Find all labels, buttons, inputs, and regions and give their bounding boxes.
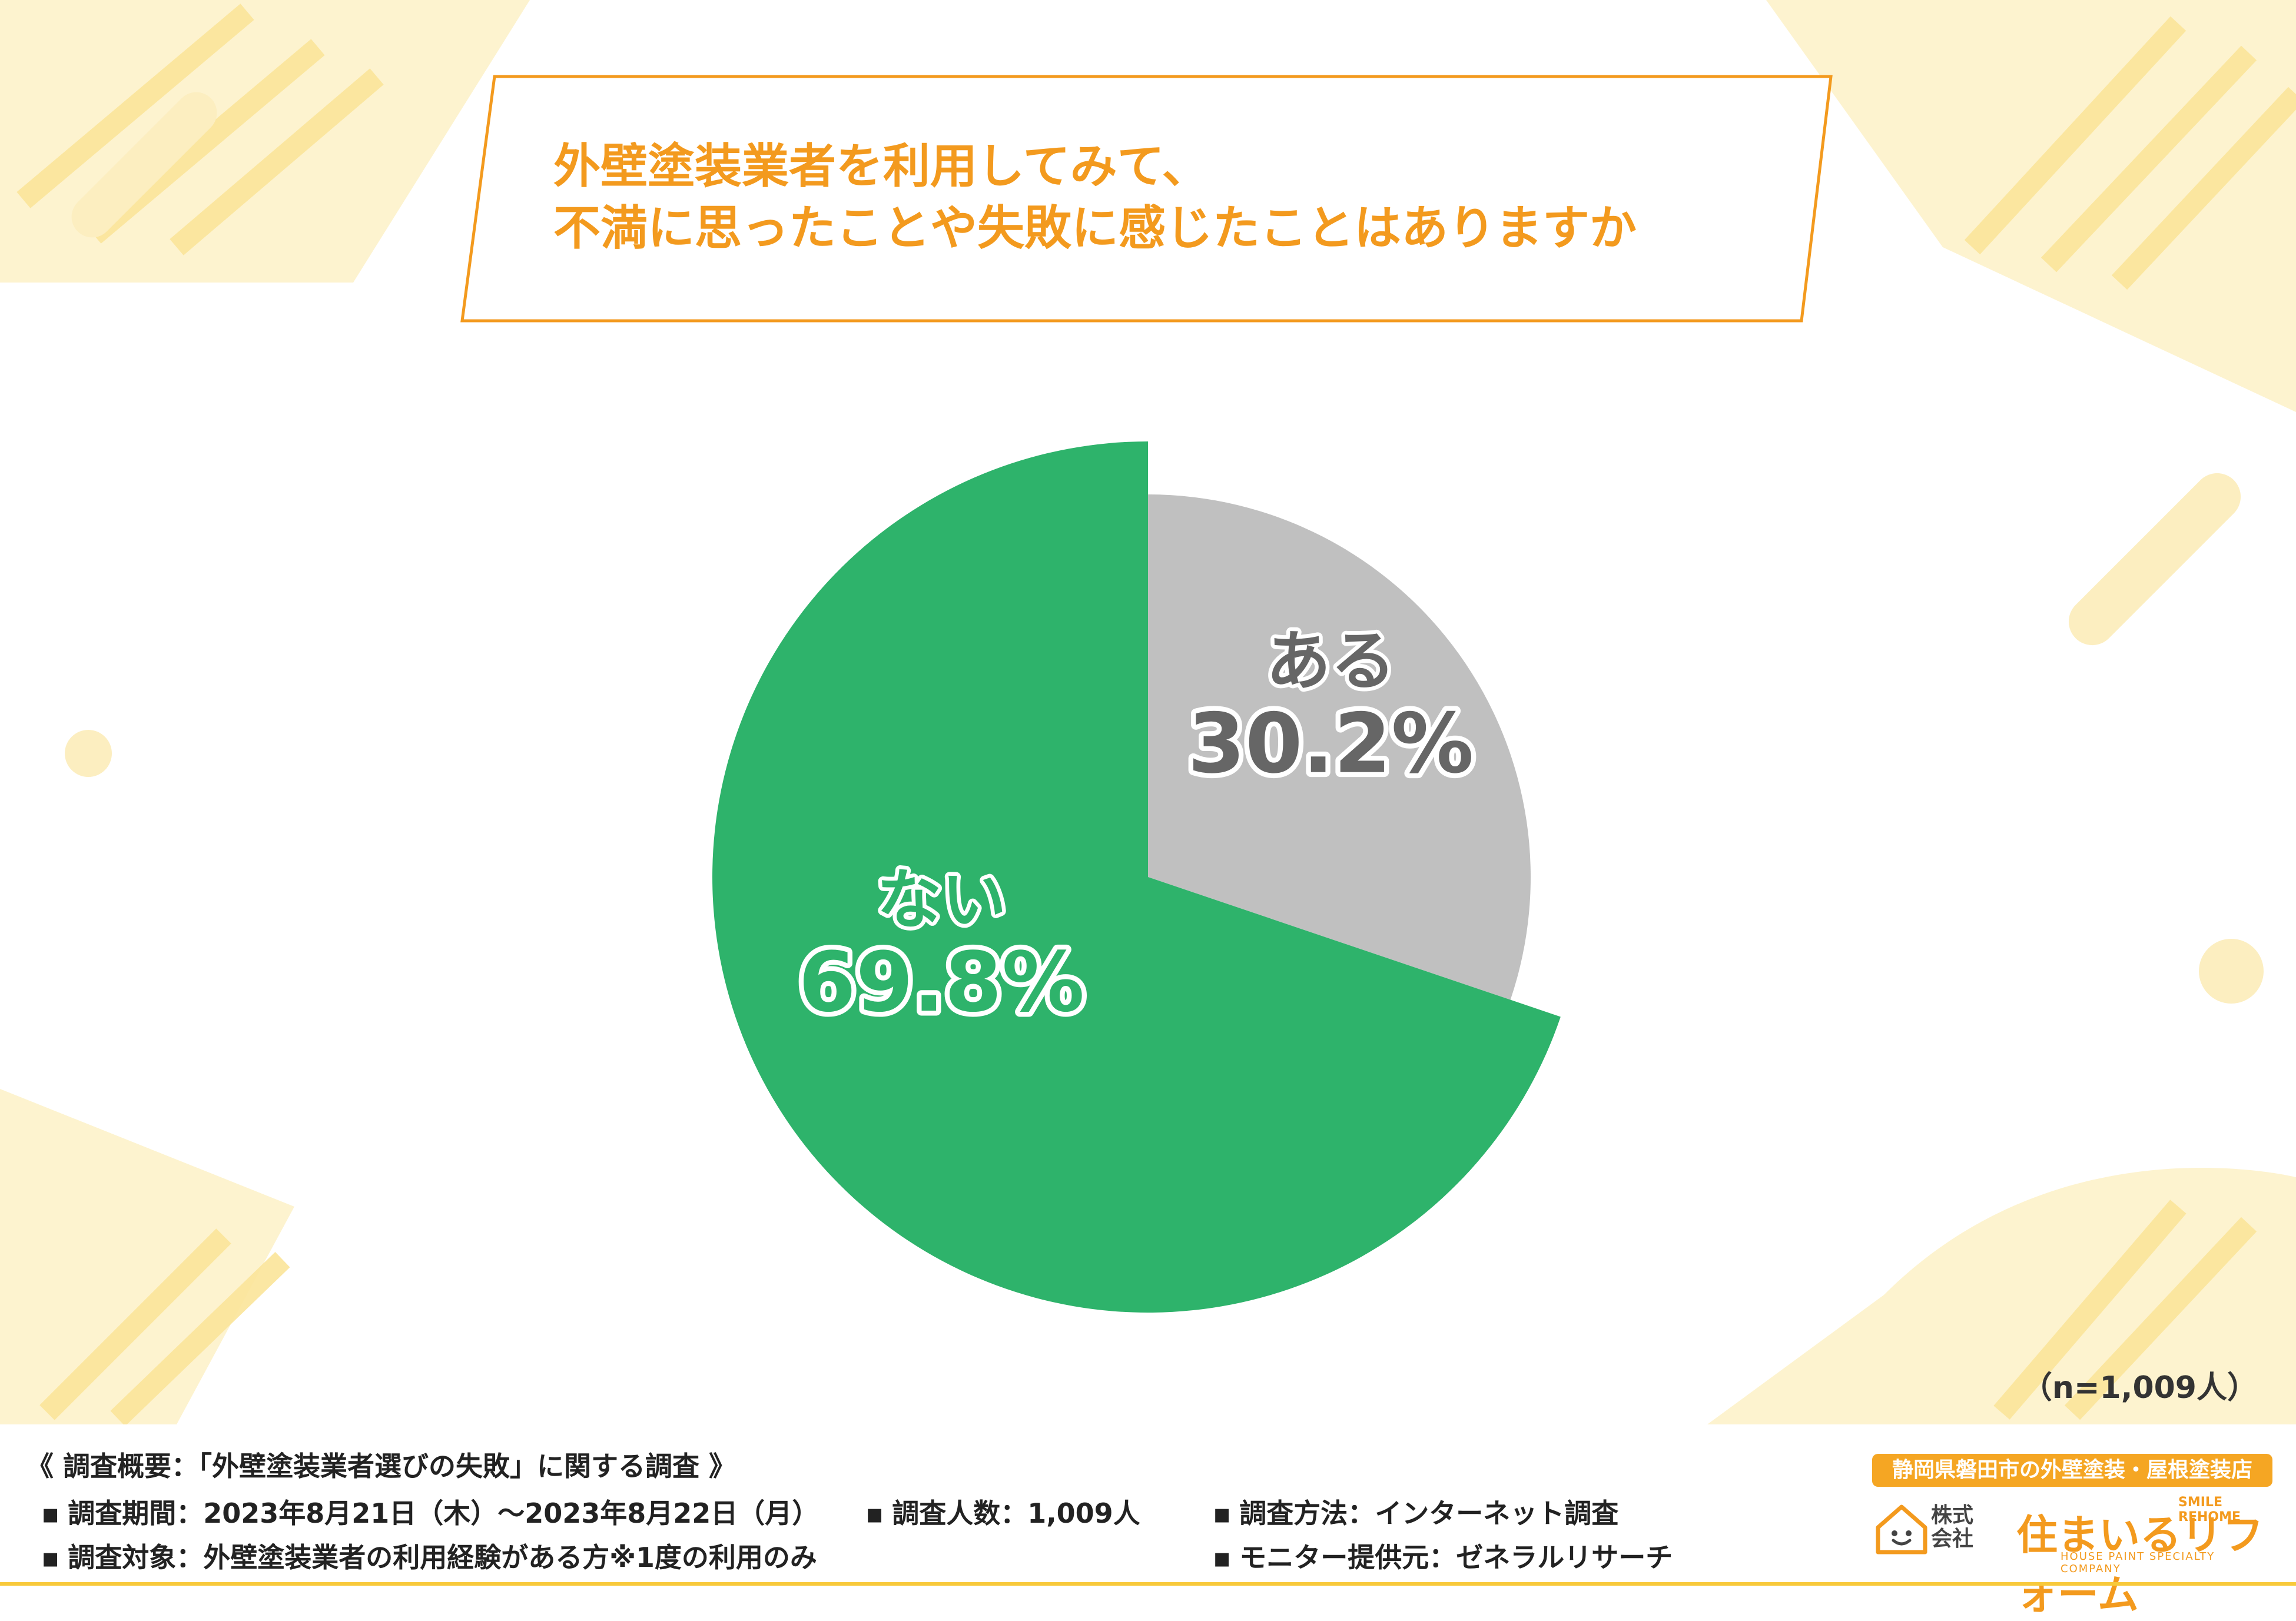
survey-target: 調査対象：外壁塗装業者の利用経験がある方※1度の利用のみ [41,1536,817,1575]
pie-value-yes: 30.2% [1188,696,1474,792]
company-logo: 静岡県磐田市の外壁塗装・屋根塗装店 株式 会社 住まいるリフォーム SMILE … [1872,1454,2272,1619]
footer-accent-line [0,1582,2296,1586]
question-title-line1: 外壁塗装業者を利用してみて、 [553,139,1209,194]
survey-method: 調査方法：インターネット調査 [1213,1492,1618,1531]
logo-company: 株式 会社 住まいるリフォーム SMILE REHOME HOUSE PAINT… [1872,1495,2272,1619]
logo-kabushiki: 株式 会社 [1931,1503,1974,1551]
logo-english: SMILE REHOME [2178,1495,2241,1524]
survey-period: 調査期間：2023年8月21日（木）〜2023年8月22日（月） [41,1492,819,1531]
pie-label-no: ない [877,862,1006,938]
survey-count: 調査人数：1,009人 [865,1492,1140,1531]
pie-value-no: 69.8% [798,935,1084,1031]
survey-title: 《 調査概要：「外壁塗装業者選びの失敗」に関する調査 》 [26,1450,736,1482]
sample-size-note: （n=1,009人） [2021,1370,2258,1406]
title-frame [460,75,1833,323]
survey-monitor: モニター提供元：ゼネラルリサーチ [1213,1536,1673,1575]
pie-label-yes: ある [1266,624,1396,699]
question-title: 外壁塗装業者を利用してみて、 不満に思ったことや失敗に感じたことはありますか [553,135,1790,259]
pie-slice-yes [1148,494,1531,1000]
survey-footer: 《 調査概要：「外壁塗装業者選びの失敗」に関する調査 》 調査期間：2023年8… [0,1424,2296,1619]
pie-slice-no [712,441,1561,1313]
question-title-box: 外壁塗装業者を利用してみて、 不満に思ったことや失敗に感じたことはありますか [459,71,1837,324]
logo-tagline: 静岡県磐田市の外壁塗装・屋根塗装店 [1872,1454,2272,1487]
house-smile-icon [1876,1504,1927,1554]
logo-sub: HOUSE PAINT SPECIALTY COMPANY [2061,1550,2215,1575]
question-title-line2: 不満に思ったことや失敗に感じたことはありますか [553,201,1637,255]
